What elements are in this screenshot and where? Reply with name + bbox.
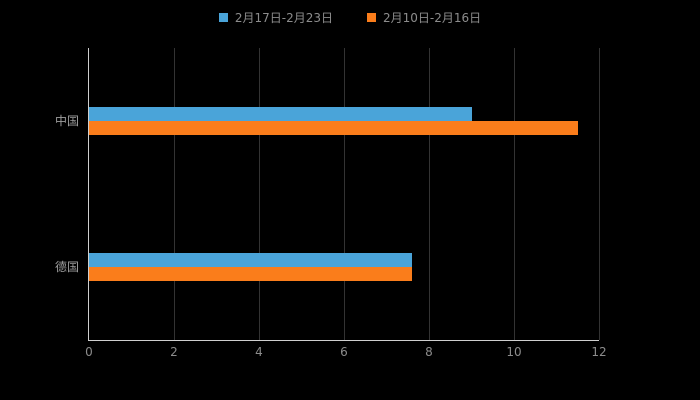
x-tick-label: 2 bbox=[170, 345, 178, 359]
gridline bbox=[259, 48, 260, 340]
gridline bbox=[174, 48, 175, 340]
x-tick-label: 10 bbox=[506, 345, 522, 359]
x-tick-label: 12 bbox=[591, 345, 607, 359]
bar-series1-cat0[interactable] bbox=[89, 121, 578, 135]
bar-series1-cat1[interactable] bbox=[89, 267, 412, 281]
legend-swatch-icon bbox=[218, 12, 228, 22]
x-tick-label: 8 bbox=[425, 345, 433, 359]
legend-label: 2月17日-2月23日 bbox=[234, 10, 333, 25]
plot-area: 0 2 4 6 8 10 12 中国德国 bbox=[55, 48, 607, 358]
bar-series0-cat1[interactable] bbox=[89, 253, 412, 267]
legend-label: 2月10日-2月16日 bbox=[383, 10, 482, 25]
gridline bbox=[514, 48, 515, 340]
gridline bbox=[344, 48, 345, 340]
gridline bbox=[599, 48, 600, 340]
chart-legend: 2月17日-2月23日 2月10日-2月16日 bbox=[0, 8, 700, 26]
legend-item-0[interactable]: 2月17日-2月23日 bbox=[218, 9, 333, 26]
x-tick-label: 0 bbox=[85, 345, 93, 359]
gridline bbox=[429, 48, 430, 340]
y-category-label: 中国 bbox=[54, 114, 79, 128]
legend-swatch-icon bbox=[367, 12, 376, 22]
x-tick-label: 4 bbox=[255, 345, 263, 359]
bar-series0-cat0[interactable] bbox=[89, 107, 472, 121]
y-category-label: 德国 bbox=[54, 260, 79, 274]
x-tick-label: 6 bbox=[340, 345, 348, 359]
legend-item-1[interactable]: 2月10日-2月16日 bbox=[367, 9, 481, 26]
